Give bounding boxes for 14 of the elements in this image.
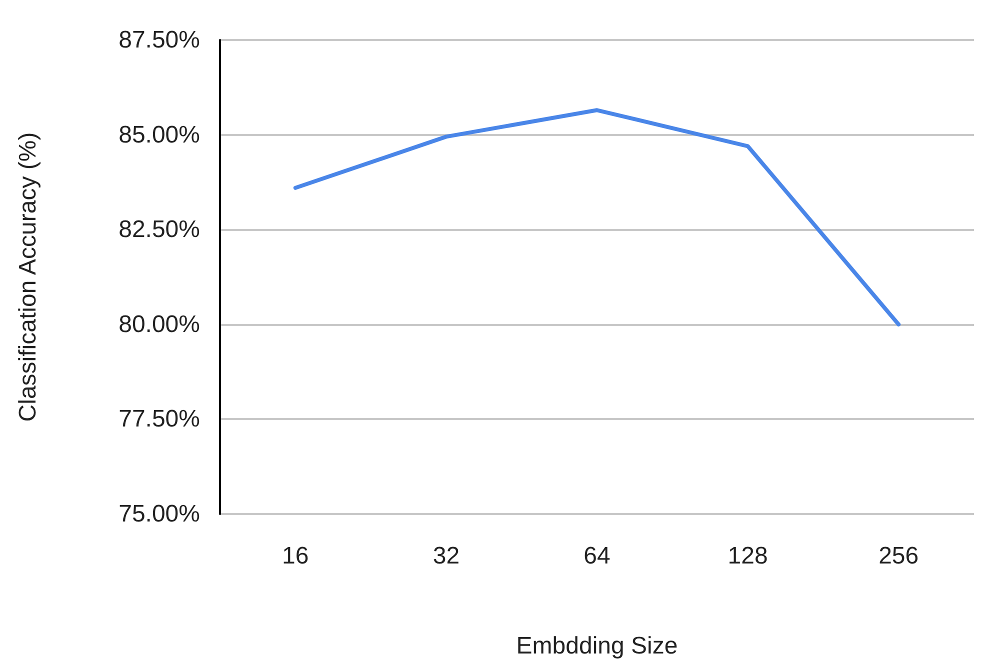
- y-tick-label: 75.00%: [118, 500, 200, 528]
- x-tick-label: 16: [282, 542, 309, 570]
- x-tick-label: 256: [878, 542, 919, 570]
- y-tick-label: 87.50%: [118, 26, 200, 54]
- y-axis-title: Classification Accuracy (%): [14, 132, 42, 422]
- x-axis-title: Embdding Size: [516, 632, 678, 660]
- y-tick-label: 82.50%: [118, 216, 200, 244]
- x-tick-label: 128: [728, 542, 768, 570]
- x-tick-label: 64: [584, 542, 610, 570]
- y-tick-label: 85.00%: [118, 121, 200, 148]
- line-series: [293, 108, 901, 326]
- y-tick-label: 77.50%: [118, 406, 200, 433]
- x-tick-label: 32: [432, 542, 460, 570]
- y-tick-label: 80.00%: [118, 310, 200, 338]
